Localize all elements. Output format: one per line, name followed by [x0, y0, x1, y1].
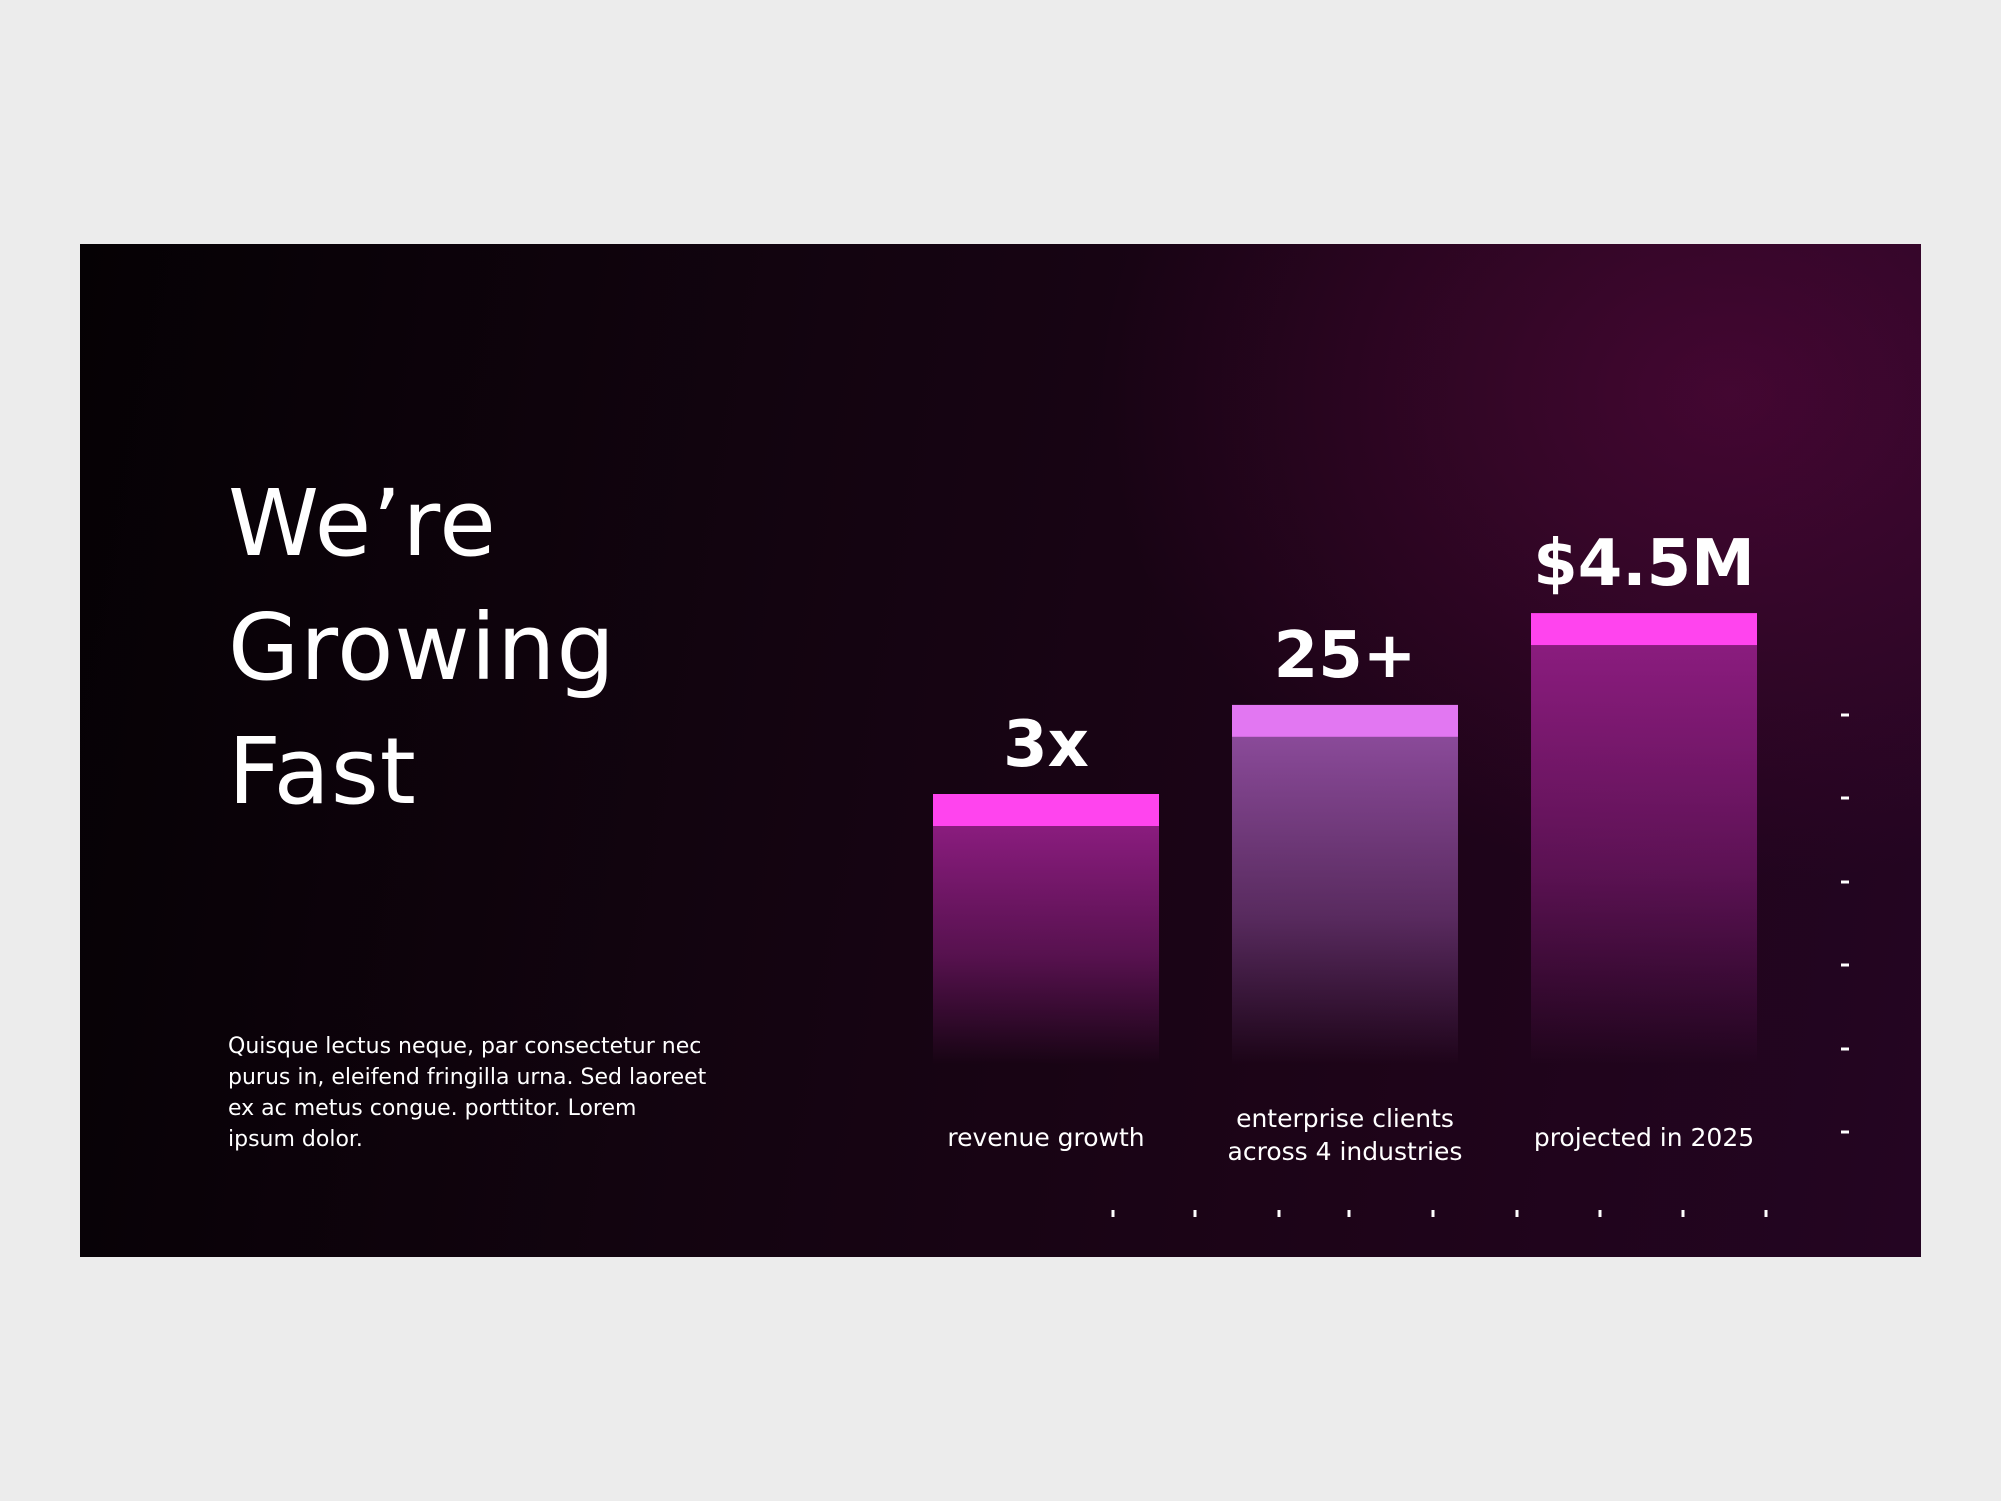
- bar-1: [933, 826, 1159, 1064]
- body-text: Quisque lectus neque, par consectetur ne…: [228, 1034, 707, 1152]
- category-label-2-line-1: enterprise clients: [1236, 1104, 1454, 1133]
- bar-cap-2: [1232, 704, 1458, 737]
- slide: We’re Growing Fast Quisque lectus neque,…: [80, 244, 1921, 1257]
- value-label-2: 25+: [1274, 619, 1417, 693]
- bar-chart: 3x revenue growth 25+ enterprise clients acr…: [840, 339, 1849, 1219]
- bar-cap-1: [933, 794, 1159, 826]
- bar-2: [1232, 736, 1458, 1064]
- headline-line-2: Growing: [228, 594, 616, 701]
- headline-line-1: We’re: [228, 470, 497, 577]
- headline: We’re Growing Fast: [228, 462, 616, 834]
- headline-line-3: Fast: [228, 718, 417, 825]
- category-label-3: projected in 2025: [1534, 1123, 1754, 1152]
- category-label-2-line-2: across 4 industries: [1228, 1137, 1463, 1166]
- category-label-1: revenue growth: [947, 1123, 1144, 1152]
- value-label-3: $4.5M: [1533, 527, 1755, 601]
- value-label-1: 3x: [1003, 708, 1089, 782]
- bar-cap-3: [1531, 613, 1757, 646]
- bar-3: [1531, 645, 1757, 1064]
